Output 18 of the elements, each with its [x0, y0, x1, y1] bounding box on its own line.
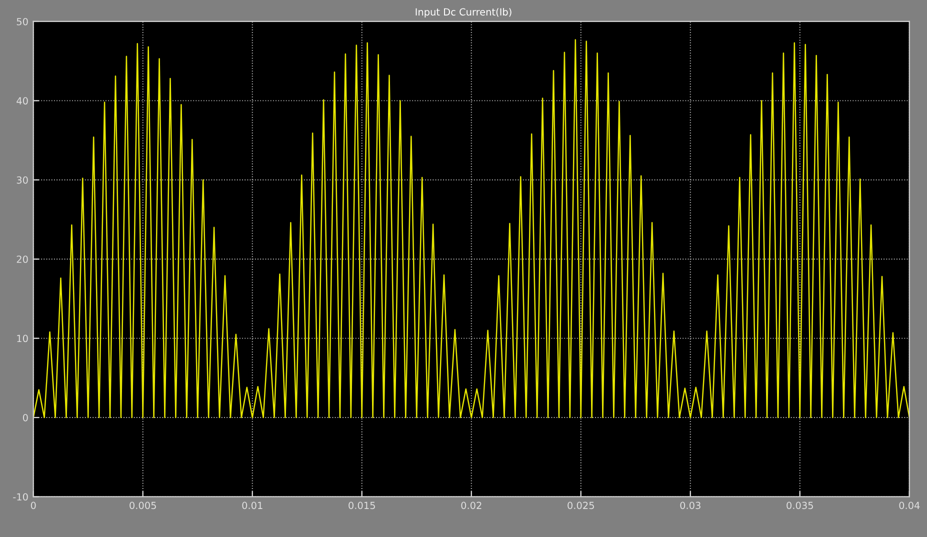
- x-tick-label: 0.02: [461, 502, 482, 510]
- y-tick-label: 20: [16, 256, 28, 263]
- y-tick-label: 0: [22, 414, 28, 422]
- y-tick-label: 40: [16, 97, 28, 105]
- y-tick-label: 50: [16, 18, 28, 26]
- x-tick-label: 0.04: [899, 502, 920, 510]
- x-tick-label: 0.025: [568, 502, 594, 510]
- x-tick-label: 0: [30, 502, 36, 510]
- x-tick-label: 0.005: [130, 502, 156, 510]
- chart-title: Input Dc Current(Ib): [416, 8, 512, 18]
- y-tick-label: 10: [17, 334, 28, 342]
- line-series: [33, 39, 910, 418]
- x-tick-label: 0.01: [242, 502, 262, 510]
- y-tick-label: -10: [13, 493, 28, 501]
- x-tick-label: 0.015: [348, 502, 375, 510]
- x-tick-label: 0.03: [680, 502, 700, 510]
- x-tick-label: 0.035: [786, 502, 813, 510]
- y-tick-label: 30: [16, 176, 28, 184]
